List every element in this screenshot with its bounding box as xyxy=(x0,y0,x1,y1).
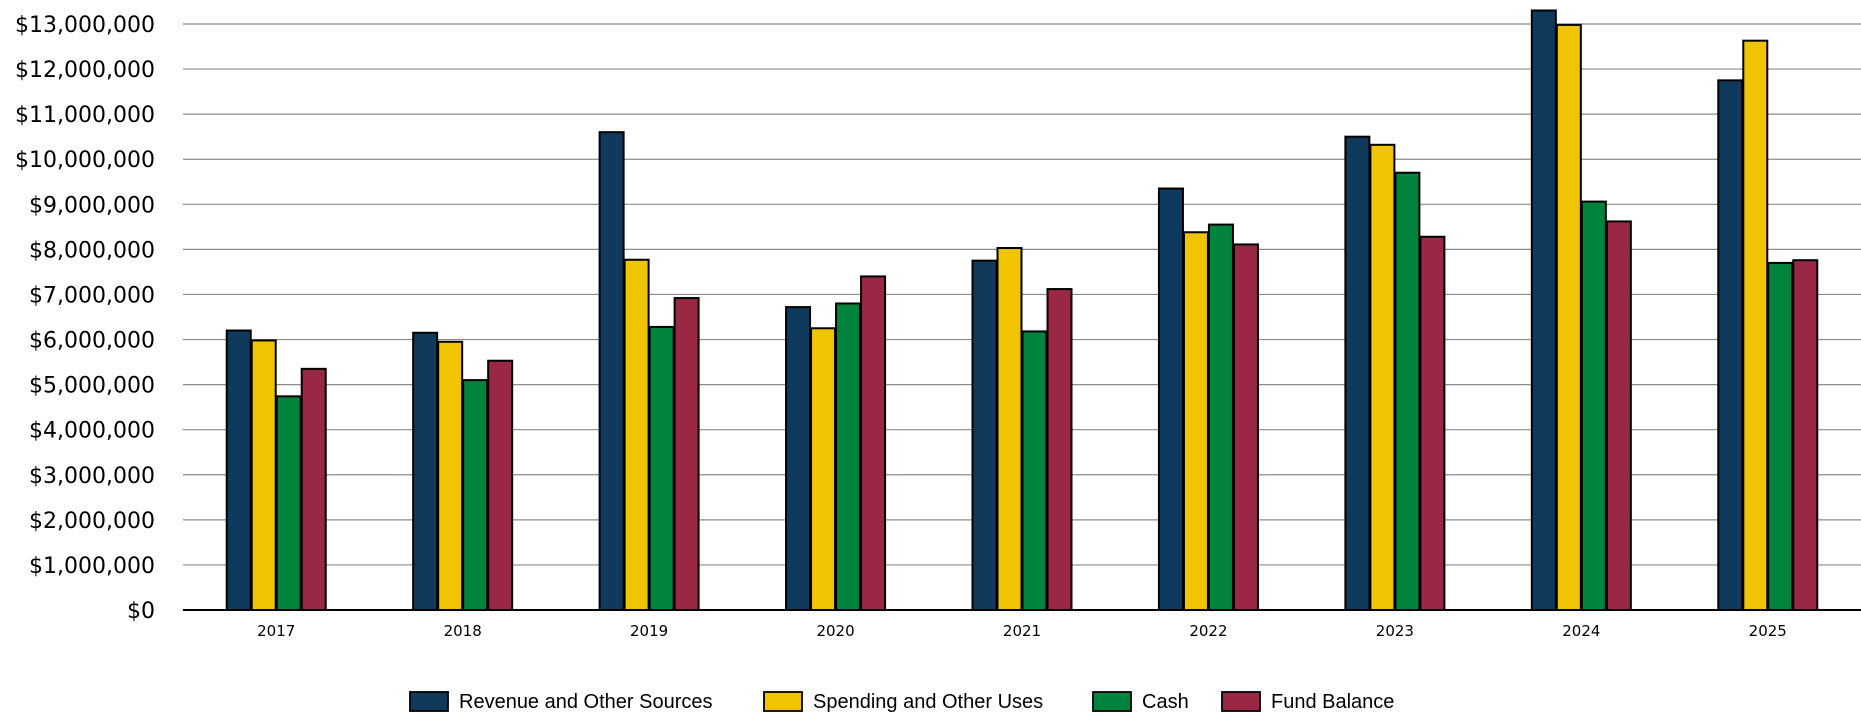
bar-fund-balance-2019 xyxy=(675,298,699,610)
bar-revenue-and-other-sources-2018 xyxy=(413,333,437,610)
bar-cash-2021 xyxy=(1023,331,1047,610)
y-tick-label: $5,000,000 xyxy=(29,374,155,399)
bar-fund-balance-2021 xyxy=(1048,289,1072,610)
bar-spending-and-other-uses-2022 xyxy=(1184,232,1208,610)
x-tick-label: 2025 xyxy=(1749,622,1787,640)
legend-swatch-revenue-and-other-sources xyxy=(410,692,448,711)
bar-cash-2017 xyxy=(277,396,301,610)
x-tick-label: 2018 xyxy=(444,622,482,640)
x-axis-ticks: 2017 2018 2019 2020 2021 2022 2023 2024 2025 xyxy=(257,622,1787,640)
bar-fund-balance-2022 xyxy=(1234,244,1258,610)
bar-revenue-and-other-sources-2024 xyxy=(1532,10,1556,610)
y-tick-label: $13,000,000 xyxy=(15,13,155,38)
legend-label: Fund Balance xyxy=(1271,691,1394,712)
legend-swatch-spending-and-other-uses xyxy=(764,692,802,711)
bar-spending-and-other-uses-2019 xyxy=(625,260,649,610)
bar-fund-balance-2018 xyxy=(488,361,512,610)
legend-swatch-fund-balance xyxy=(1222,692,1260,711)
y-tick-label: $3,000,000 xyxy=(29,464,155,489)
bar-spending-and-other-uses-2024 xyxy=(1557,25,1581,610)
bar-revenue-and-other-sources-2020 xyxy=(786,307,810,610)
y-tick-label: $11,000,000 xyxy=(15,103,155,128)
y-tick-label: $12,000,000 xyxy=(15,58,155,83)
bar-revenue-and-other-sources-2021 xyxy=(973,261,997,610)
y-tick-label: $2,000,000 xyxy=(29,509,155,534)
bar-fund-balance-2025 xyxy=(1793,260,1817,610)
bar-revenue-and-other-sources-2025 xyxy=(1718,80,1742,610)
y-tick-label: $7,000,000 xyxy=(29,283,155,308)
legend-label: Cash xyxy=(1142,691,1189,712)
bar-fund-balance-2023 xyxy=(1420,237,1444,610)
y-tick-label: $4,000,000 xyxy=(29,419,155,444)
bar-revenue-and-other-sources-2019 xyxy=(600,132,624,610)
bar-cash-2025 xyxy=(1768,263,1792,610)
y-axis-ticks: $0 $1,000,000 $2,000,000 $3,000,000 $4,000,0… xyxy=(15,13,155,624)
y-tick-label: $10,000,000 xyxy=(15,148,155,173)
y-tick-label: $6,000,000 xyxy=(29,329,155,354)
x-tick-label: 2021 xyxy=(1003,622,1041,640)
y-tick-label: $0 xyxy=(127,599,155,624)
legend: Revenue and Other Sources Spending and Ot… xyxy=(410,691,1394,712)
y-tick-label: $1,000,000 xyxy=(29,554,155,579)
legend-label: Spending and Other Uses xyxy=(813,691,1043,712)
bar-fund-balance-2024 xyxy=(1607,221,1631,610)
x-tick-label: 2023 xyxy=(1376,622,1414,640)
bar-revenue-and-other-sources-2022 xyxy=(1159,189,1183,610)
y-tick-label: $8,000,000 xyxy=(29,238,155,263)
bar-spending-and-other-uses-2020 xyxy=(811,328,835,610)
x-tick-label: 2024 xyxy=(1562,622,1600,640)
bars xyxy=(227,10,1818,610)
bar-spending-and-other-uses-2018 xyxy=(438,342,462,610)
bar-cash-2020 xyxy=(836,303,860,610)
bar-fund-balance-2017 xyxy=(302,369,326,610)
x-tick-label: 2019 xyxy=(630,622,668,640)
bar-fund-balance-2020 xyxy=(861,276,885,610)
legend-swatch-cash xyxy=(1093,692,1131,711)
bar-cash-2018 xyxy=(463,380,487,610)
x-tick-label: 2017 xyxy=(257,622,295,640)
bar-spending-and-other-uses-2025 xyxy=(1743,41,1767,610)
x-tick-label: 2022 xyxy=(1189,622,1227,640)
bar-revenue-and-other-sources-2023 xyxy=(1345,137,1369,610)
bar-spending-and-other-uses-2021 xyxy=(998,248,1022,610)
y-tick-label: $9,000,000 xyxy=(29,193,155,218)
bar-cash-2022 xyxy=(1209,225,1233,610)
bar-cash-2024 xyxy=(1582,202,1606,610)
bar-cash-2019 xyxy=(650,327,674,610)
legend-label: Revenue and Other Sources xyxy=(459,691,713,712)
bar-revenue-and-other-sources-2017 xyxy=(227,331,251,610)
bar-cash-2023 xyxy=(1395,173,1419,610)
x-tick-label: 2020 xyxy=(816,622,854,640)
bar-spending-and-other-uses-2017 xyxy=(252,340,276,610)
bar-spending-and-other-uses-2023 xyxy=(1370,145,1394,610)
